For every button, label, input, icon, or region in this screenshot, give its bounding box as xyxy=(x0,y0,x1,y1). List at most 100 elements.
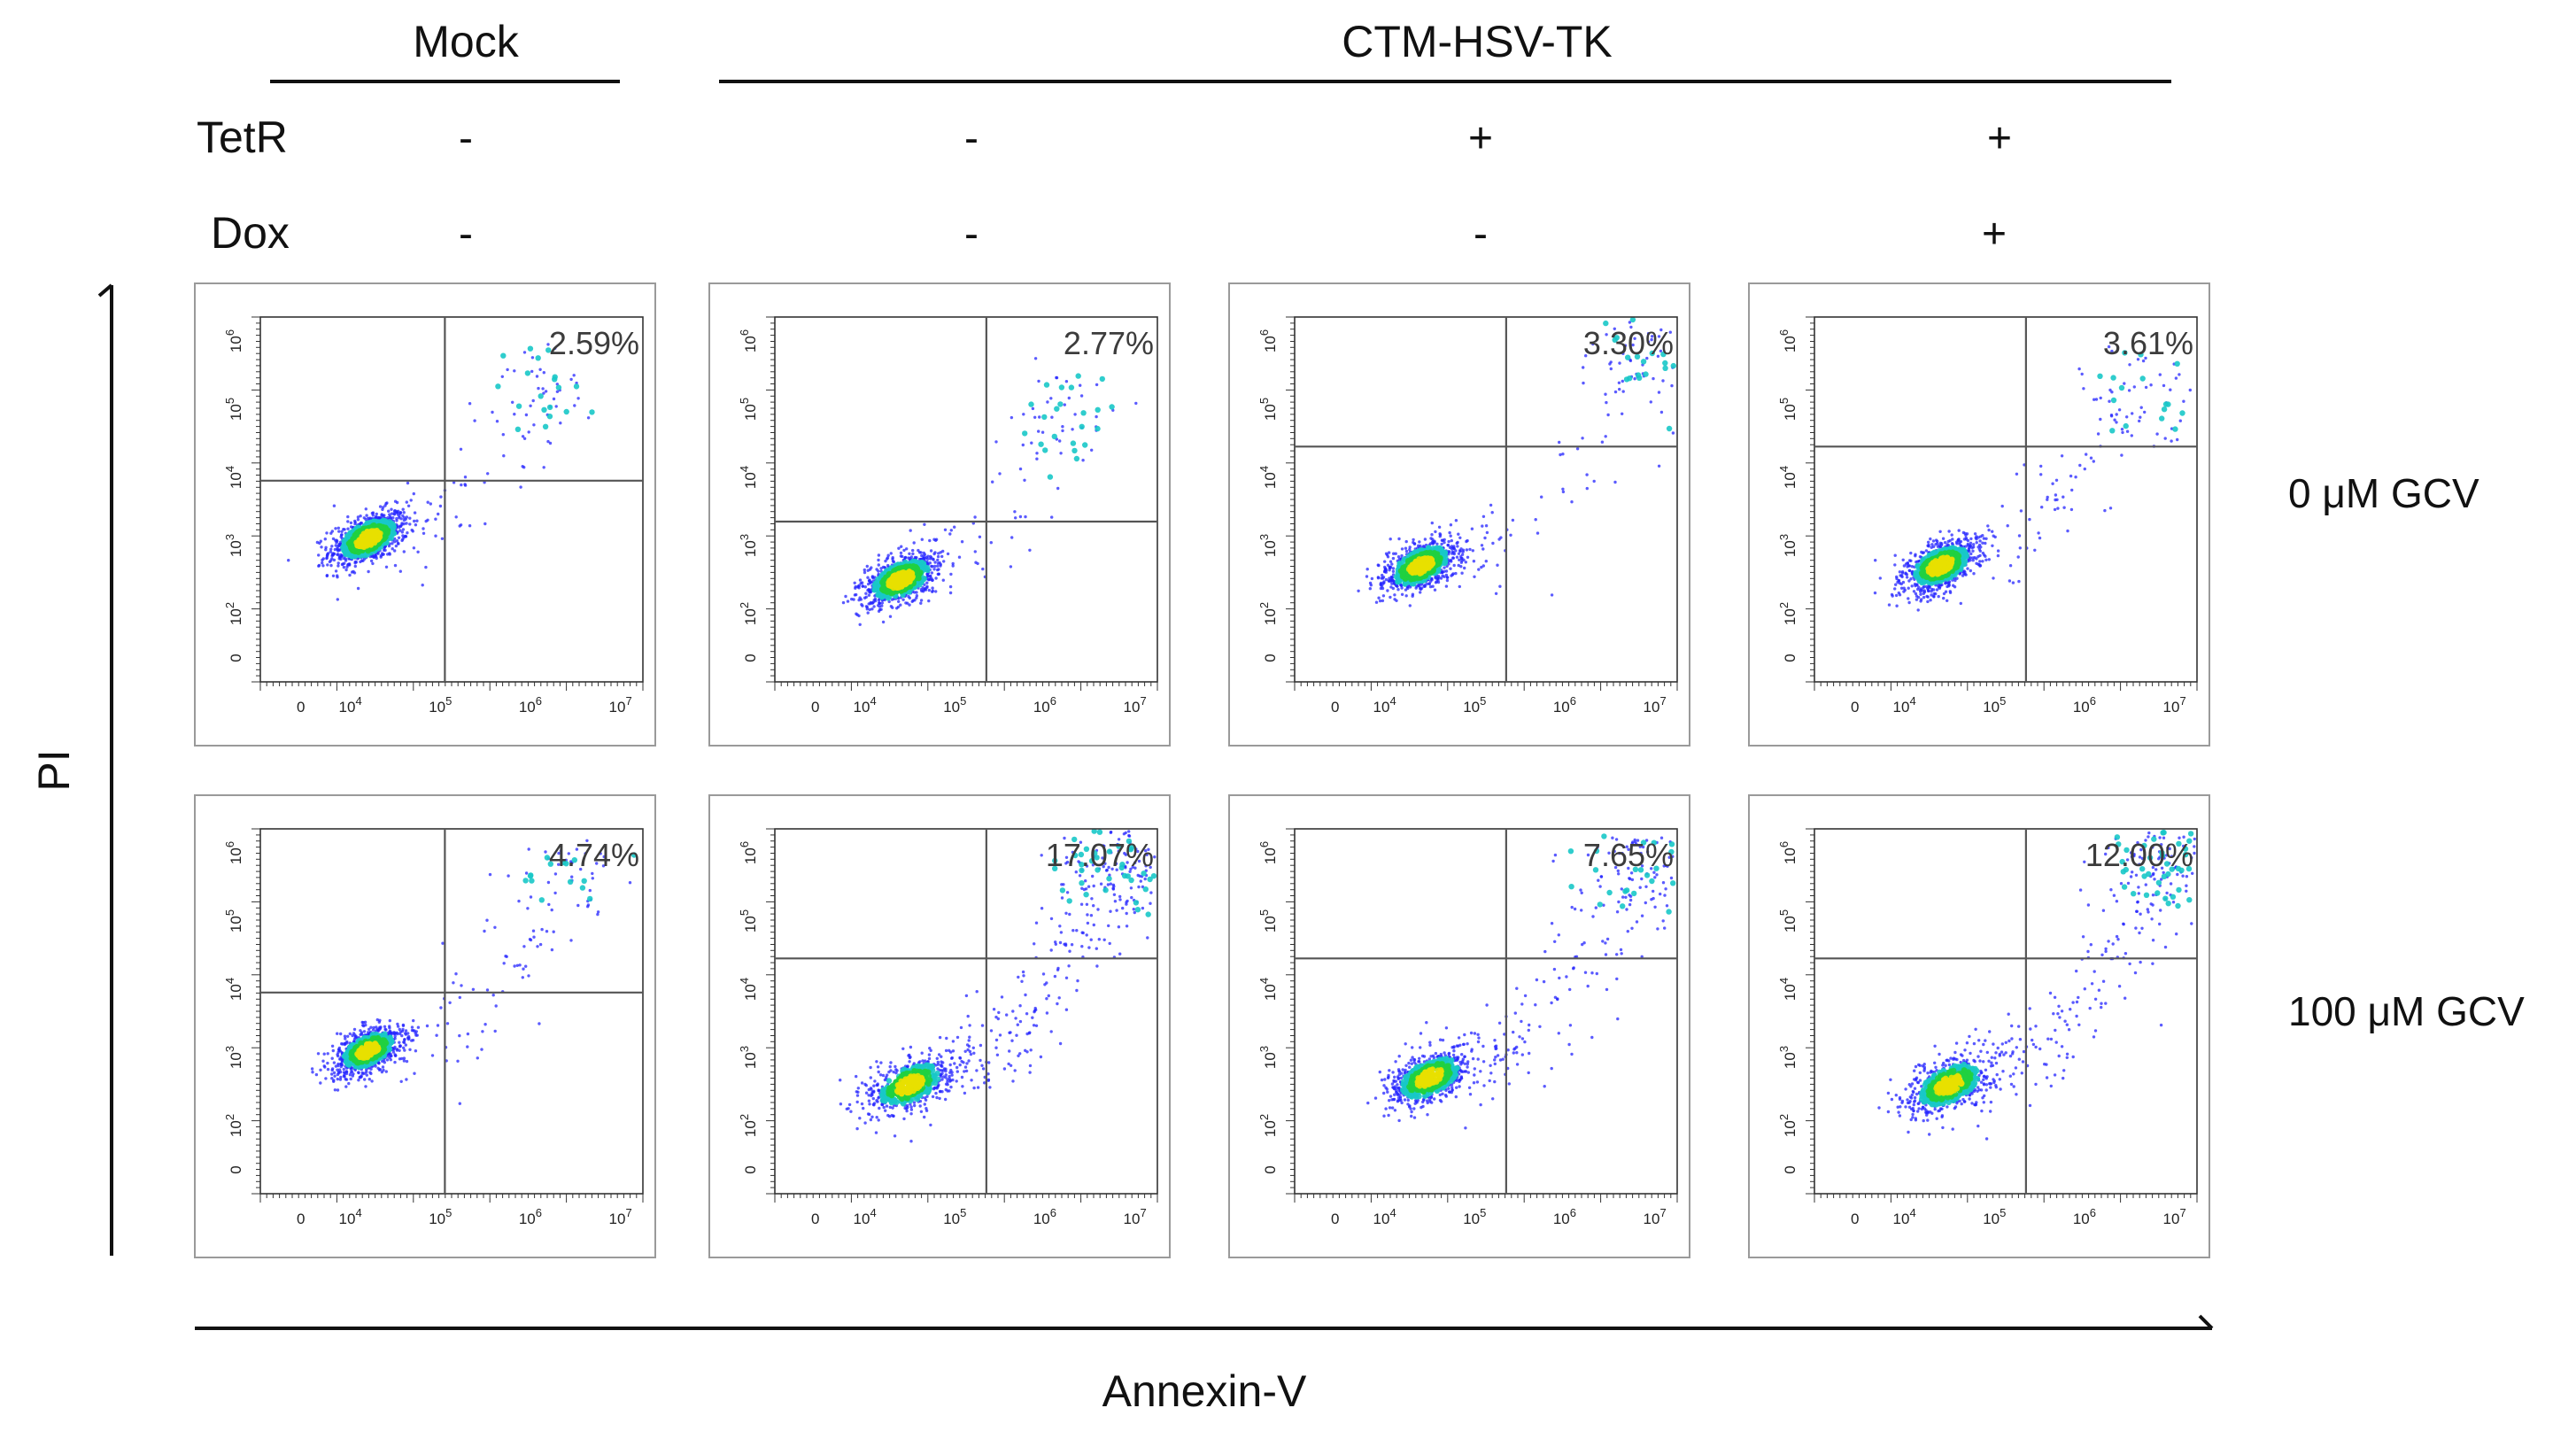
event-dot xyxy=(859,598,863,601)
event-dot xyxy=(1450,574,1453,577)
event-dot xyxy=(1947,530,1951,533)
event-dot xyxy=(1976,562,1980,566)
event-dot xyxy=(546,880,551,885)
event-dot xyxy=(414,1049,418,1053)
event-dot xyxy=(1978,553,1982,558)
event-dot xyxy=(1458,558,1461,561)
event-dot xyxy=(390,507,393,511)
event-dot xyxy=(343,561,346,565)
event-dot xyxy=(1440,538,1444,542)
event-dot xyxy=(2039,473,2043,476)
event-dot xyxy=(1445,576,1450,579)
event-dot xyxy=(908,552,911,555)
event-dot xyxy=(332,504,337,507)
event-dot xyxy=(1670,383,1674,388)
event-dot xyxy=(326,1067,330,1072)
event-dot xyxy=(346,1034,350,1039)
event-dot xyxy=(538,942,543,947)
event-dot xyxy=(2082,387,2085,391)
event-dot xyxy=(406,1036,410,1040)
event-dot xyxy=(2051,482,2054,485)
event-dot xyxy=(352,1027,357,1032)
event-dot xyxy=(2123,422,2129,429)
event-dot xyxy=(857,586,861,590)
event-dot xyxy=(1050,515,1054,519)
event-dot xyxy=(1481,524,1484,528)
event-dot xyxy=(1907,569,1912,573)
event-dot xyxy=(1451,556,1455,560)
event-dot xyxy=(2033,548,2037,552)
event-dot xyxy=(405,1078,408,1081)
event-dot xyxy=(877,553,881,557)
event-dot xyxy=(1661,379,1665,383)
event-dot xyxy=(529,895,533,899)
event-dot xyxy=(1969,537,1973,541)
event-dot xyxy=(2083,467,2086,471)
event-dot xyxy=(1075,373,1081,379)
event-dot xyxy=(936,554,940,559)
annexin-axis-arrow-tip xyxy=(2198,1314,2214,1330)
event-dot xyxy=(1657,335,1661,338)
event-dot xyxy=(342,565,346,569)
event-dot xyxy=(915,594,919,598)
event-dot xyxy=(334,569,338,573)
event-dot xyxy=(941,578,946,582)
event-dot xyxy=(899,551,903,555)
event-dot xyxy=(1055,375,1059,380)
event-dot xyxy=(1457,552,1461,555)
event-dot xyxy=(528,872,534,878)
event-dot xyxy=(1621,333,1626,337)
event-dot xyxy=(321,557,325,561)
event-dot xyxy=(1404,594,1408,598)
upper-right-percentage: 2.77% xyxy=(1064,325,1154,361)
event-dot xyxy=(2123,382,2126,385)
event-dot xyxy=(1428,584,1433,589)
event-dot xyxy=(1381,586,1385,591)
event-dot xyxy=(1068,384,1075,391)
event-dot xyxy=(1981,560,1984,563)
event-dot xyxy=(1387,551,1391,554)
event-dot xyxy=(1932,592,1936,596)
event-dot xyxy=(1452,563,1456,568)
event-dots xyxy=(841,357,1138,626)
event-dot xyxy=(573,404,576,407)
event-dot xyxy=(1043,382,1050,388)
event-dot xyxy=(897,600,901,603)
event-dot xyxy=(377,1020,381,1025)
event-dot xyxy=(2054,493,2058,497)
event-dot xyxy=(352,569,355,574)
event-dot xyxy=(321,561,324,565)
event-dot xyxy=(359,1033,362,1037)
dox-sign-col3: - xyxy=(1474,211,1488,258)
event-dot xyxy=(1931,539,1936,543)
event-dot xyxy=(2155,432,2159,436)
event-dot xyxy=(1986,524,1990,528)
dox-row-label: Dox xyxy=(211,208,290,258)
event-dot xyxy=(319,539,322,543)
event-dot xyxy=(1909,577,1913,581)
event-dot xyxy=(413,511,417,514)
event-dot xyxy=(424,519,428,523)
event-dot xyxy=(989,541,994,545)
event-dot xyxy=(1613,390,1618,394)
event-dot xyxy=(344,1085,348,1088)
event-dot xyxy=(1920,598,1923,601)
event-dot xyxy=(855,612,858,615)
event-dot xyxy=(925,581,929,584)
event-dot xyxy=(323,538,327,541)
event-dot xyxy=(1030,441,1033,445)
event-dot xyxy=(957,555,962,559)
event-dot xyxy=(1975,535,1978,538)
event-dot xyxy=(357,1079,360,1082)
event-dot xyxy=(542,423,549,429)
event-dot xyxy=(1381,594,1386,598)
event-dot xyxy=(546,343,550,346)
event-dot xyxy=(1038,415,1041,419)
event-dot xyxy=(553,346,557,350)
event-dot xyxy=(422,531,426,535)
event-dot xyxy=(1485,530,1489,535)
event-dot xyxy=(2132,385,2136,389)
event-dot xyxy=(1458,549,1462,553)
event-dot xyxy=(1040,430,1045,434)
event-dot xyxy=(1605,333,1608,337)
